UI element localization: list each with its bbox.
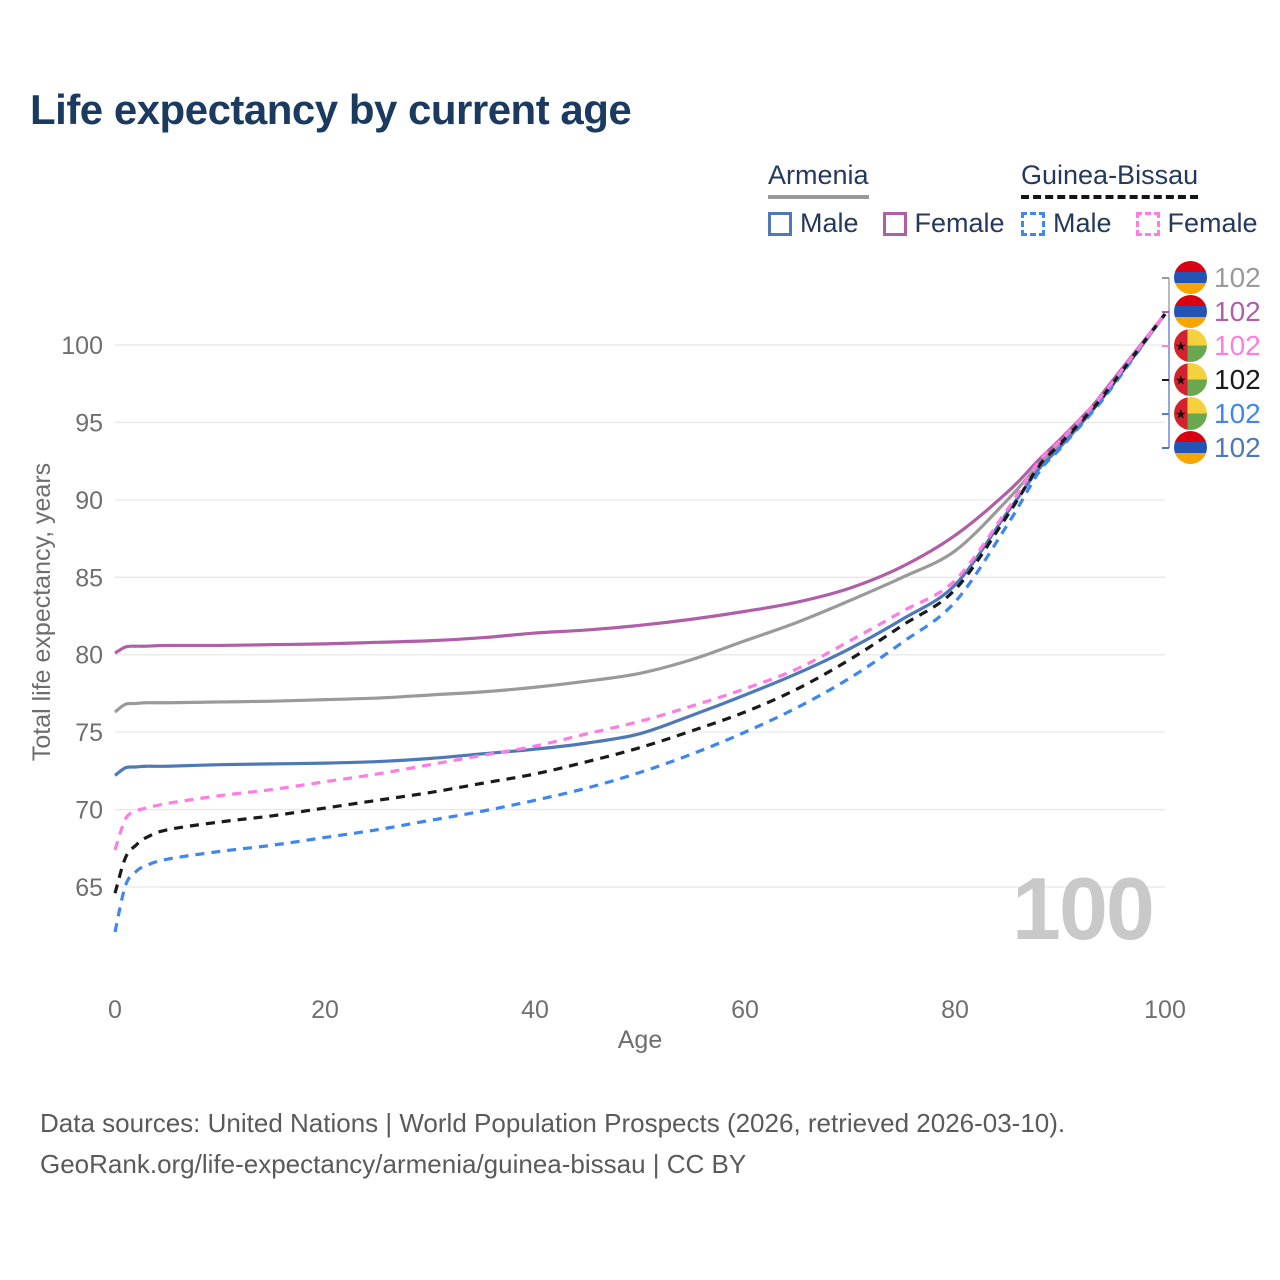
series-line-armenia-male [114,313,1167,777]
legend-swatch-guinea-bissau-male[interactable] [1021,211,1045,236]
end-label-armenia: 102 [1174,261,1261,294]
legend-label-guinea-bissau-male: Male [1053,208,1112,238]
y-tick-75: 75 [75,719,103,747]
y-tick-95: 95 [75,409,103,437]
gridlines [115,344,1165,888]
end-value-armenia: 102 [1214,261,1261,293]
legend-group-armenia: Armenia Male Female [768,160,1005,239]
legend-country-guinea-bissau[interactable]: Guinea-Bissau [1021,160,1199,199]
legend-item-guinea-bissau-male[interactable]: Male [1021,208,1112,239]
legend-swatch-armenia-female[interactable] [882,211,907,236]
guinea-bissau-flag-icon: ★ [1174,363,1207,396]
x-tick-40: 40 [521,996,549,1024]
end-value-guinea-bissau-male: 102 [1214,397,1261,429]
end-value-armenia-female: 102 [1214,295,1261,327]
y-tick-70: 70 [75,797,103,825]
end-value-guinea-bissau-female: 102 [1214,329,1261,361]
legend-item-guinea-bissau-female[interactable]: Female [1135,208,1258,239]
svg-text:★: ★ [1175,339,1187,354]
guinea-bissau-flag-icon: ★ [1174,397,1207,430]
x-tick-60: 60 [731,996,759,1024]
end-label-guinea-bissau: ★ 102 [1174,363,1261,396]
legend-country-armenia[interactable]: Armenia [768,160,869,199]
series-line-armenia-female [114,313,1167,655]
end-value-armenia-male: 102 [1214,431,1261,463]
armenia-flag-icon [1174,431,1207,464]
y-tick-90: 90 [75,487,103,515]
legend-swatch-guinea-bissau-female[interactable] [1135,211,1160,236]
x-tick-20: 20 [311,996,339,1024]
x-tick-80: 80 [941,996,969,1024]
svg-text:★: ★ [1175,407,1187,422]
legend-label-guinea-bissau-female: Female [1167,208,1258,238]
armenia-flag-icon [1174,261,1207,294]
axis-ticks: 65 70 75 80 85 90 95 100 0 20 40 60 80 100 [61,332,1186,1024]
end-label-armenia-male: 102 [1174,431,1261,464]
y-tick-100: 100 [61,332,103,360]
y-tick-85: 85 [75,564,103,592]
guinea-bissau-flag-icon: ★ [1174,329,1207,362]
legend-label-armenia-female: Female [914,208,1005,238]
footer: Data sources: United Nations | World Pop… [40,1103,1065,1185]
svg-text:★: ★ [1175,373,1187,388]
legend-swatch-armenia-male[interactable] [768,211,792,236]
footer-sources: Data sources: United Nations | World Pop… [40,1108,1066,1138]
armenia-flag-icon [1174,295,1207,328]
end-label-armenia-female: 102 [1174,295,1261,328]
end-label-guinea-bissau-female: ★ 102 [1174,329,1261,362]
series-line-guinea-bissau [113,313,1167,894]
page-title: Life expectancy by current age [30,86,632,133]
y-tick-65: 65 [75,874,103,902]
x-tick-0: 0 [108,996,122,1024]
legend-item-armenia-female[interactable]: Female [882,208,1005,239]
x-tick-100: 100 [1144,996,1186,1024]
end-label-guinea-bissau-male: ★ 102 [1174,397,1261,430]
y-tick-80: 80 [75,642,103,670]
legend-label-armenia-male: Male [800,208,859,238]
legend-group-guinea-bissau: Guinea-Bissau Male Female [1021,160,1258,239]
x-axis-title: Age [618,1026,662,1054]
watermark-age-100: 100 [1012,859,1155,958]
series-lines [113,313,1167,933]
footer-link: GeoRank.org/life-expectancy/armenia/guin… [40,1149,747,1179]
leader-lines [1162,277,1170,449]
series-line-guinea-bissau-male [113,313,1167,933]
series-line-guinea-bissau-female [113,313,1167,851]
end-value-guinea-bissau: 102 [1214,363,1261,395]
y-axis-title: Total life expectancy, years [28,463,56,761]
legend-item-armenia-male[interactable]: Male [768,208,859,239]
